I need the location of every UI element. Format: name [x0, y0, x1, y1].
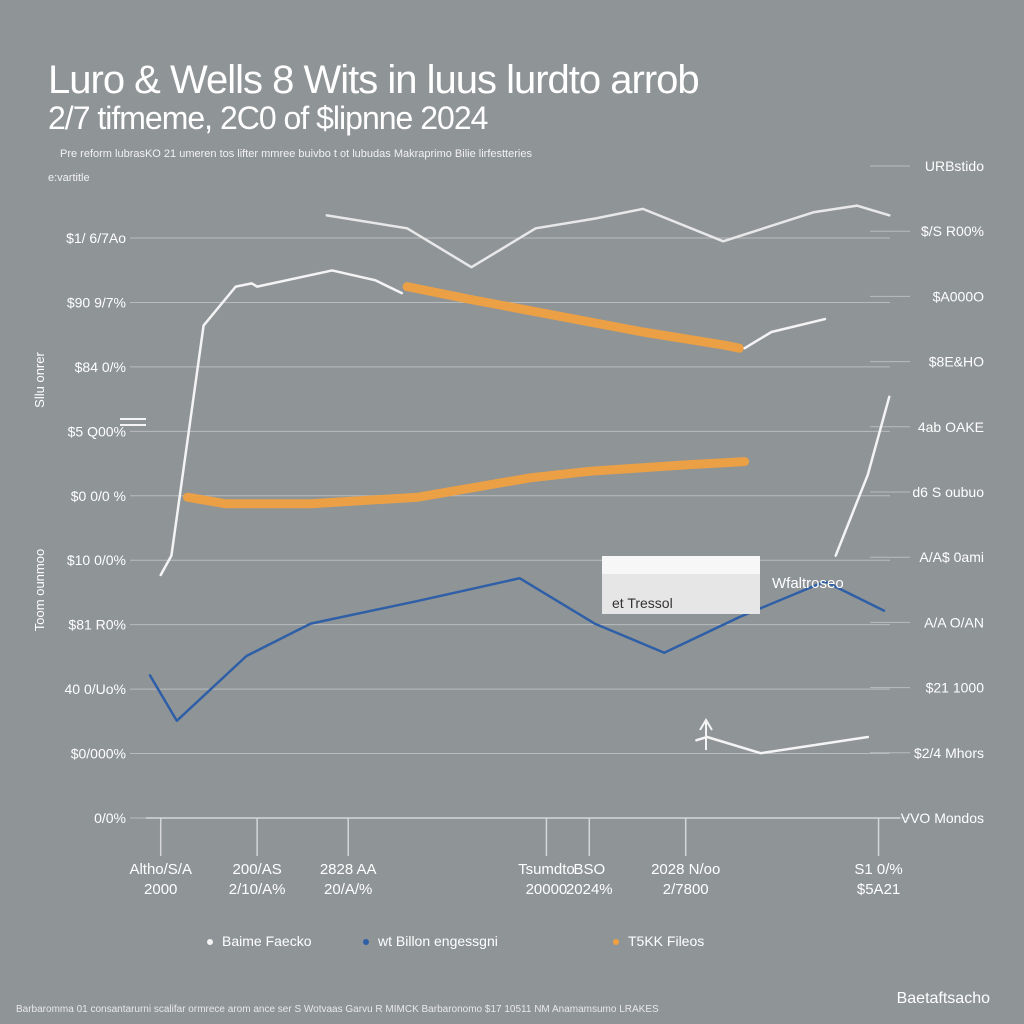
y-left-tick-label: $84 0/% — [75, 359, 126, 375]
y-left-tick-label: $0/000% — [71, 746, 126, 762]
series-line-baime-faecko — [159, 269, 404, 577]
y-left-tick-label: $10 0/0% — [67, 552, 126, 568]
y-axis-label: Sllu onrer — [32, 352, 47, 408]
series-layer — [148, 204, 891, 755]
y-axis-label-secondary: Toom ounmoo — [32, 549, 47, 631]
series-line-white-lower — [695, 735, 870, 755]
y-right-tick-label: $/S R00% — [921, 223, 984, 239]
x-tick-label: 20/A/% — [324, 881, 372, 898]
y-right-tick-label: $A000O — [933, 288, 984, 304]
marker-equals — [120, 418, 146, 426]
chart-caption-sub: e:vartitle — [48, 172, 90, 184]
y-left-tick-label: 40 0/Uo% — [65, 681, 126, 697]
legend-marker — [363, 939, 369, 945]
x-tick-label: 2000 — [144, 881, 177, 898]
series-line-white-right — [743, 317, 827, 350]
arrow-marker — [699, 718, 713, 750]
y-left-tick-label: 0/0% — [94, 810, 126, 826]
legend-label: Baime Faecko — [222, 933, 312, 949]
x-tick-label: Altho/S/A — [129, 861, 192, 878]
x-tick-label: S1 0/% — [854, 861, 902, 878]
y-right-tick-label: A/A O/AN — [924, 614, 984, 630]
legend-marker — [613, 939, 619, 945]
x-tick-label: BSO — [573, 861, 605, 878]
x-tick-label: 2024% — [566, 881, 613, 898]
brand-mark: Baetaftsacho — [896, 990, 990, 1007]
legend-label: wt Billon engessgni — [377, 933, 498, 949]
y-left-tick-label: $1/ 6/7Ao — [66, 230, 126, 246]
series-line-t5kk-fileos — [183, 457, 750, 509]
x-tick-label: 2/7800 — [663, 881, 709, 898]
legend-label: T5KK Fileos — [628, 933, 704, 949]
chart-subtitle: 2/7 tifmeme, 2C0 of $lipnne 2024 — [48, 100, 488, 136]
series-line-white-far-right — [834, 395, 891, 557]
y-left-tick-label: $5 Q00% — [68, 423, 126, 439]
x-tick-label: 2828 AA — [320, 861, 377, 878]
legend-marker — [207, 939, 213, 945]
legend: Baime Faecko wt Billon engessgni T5KK File… — [207, 933, 704, 949]
callout-box-highlight — [602, 556, 760, 574]
y-right-tick-label: $8E&HO — [929, 354, 984, 370]
y-left-tick-label: $0 0/0 % — [71, 488, 126, 504]
series-line-grey-upper — [325, 204, 891, 269]
x-tick-label: 20000 — [526, 881, 568, 898]
axes: $1/ 6/7Ao $90 9/7% $84 0/% $5 Q00% $0 0/0 % $… — [32, 158, 984, 898]
x-tick-label: Tsumdto — [518, 861, 575, 878]
y-right-tick-label: VVO Mondos — [901, 810, 984, 826]
x-tick-label: 2/10/A% — [229, 881, 286, 898]
chart-caption: Pre reform lubrasKO 21 umeren tos lifter… — [60, 148, 532, 160]
x-tick-label: 2028 N/oo — [651, 861, 720, 878]
y-right-tick-label: $21 1000 — [926, 680, 985, 696]
y-right-tick-label: d6 S oubuo — [912, 484, 984, 500]
callout: et Tressol Wfaltroseo — [602, 556, 844, 614]
callout-label: et Tressol — [612, 595, 673, 611]
y-right-tick-label: URBstido — [925, 158, 984, 174]
y-right-tick-label: $2/4 Mhors — [914, 745, 984, 761]
y-right-tick-label: A/A$ 0ami — [919, 549, 984, 565]
chart-title: Luro & Wells 8 Wits in luus lurdto arrob — [48, 58, 700, 102]
y-left-tick-label: $90 9/7% — [67, 294, 126, 310]
x-tick-label: $5A21 — [857, 881, 900, 898]
callout-side-label: Wfaltroseo — [772, 575, 844, 592]
x-tick-label: 200/AS — [233, 861, 282, 878]
y-right-tick-label: 4ab OAKE — [918, 419, 984, 435]
y-left-tick-label: $81 R0% — [68, 617, 126, 633]
gridlines — [130, 165, 910, 819]
footer-note: Barbaromma 01 consantarurni scalifar orm… — [16, 1004, 659, 1015]
series-line-wt-billon-engessgni — [148, 576, 886, 723]
series-line-orange-upper — [402, 282, 744, 353]
